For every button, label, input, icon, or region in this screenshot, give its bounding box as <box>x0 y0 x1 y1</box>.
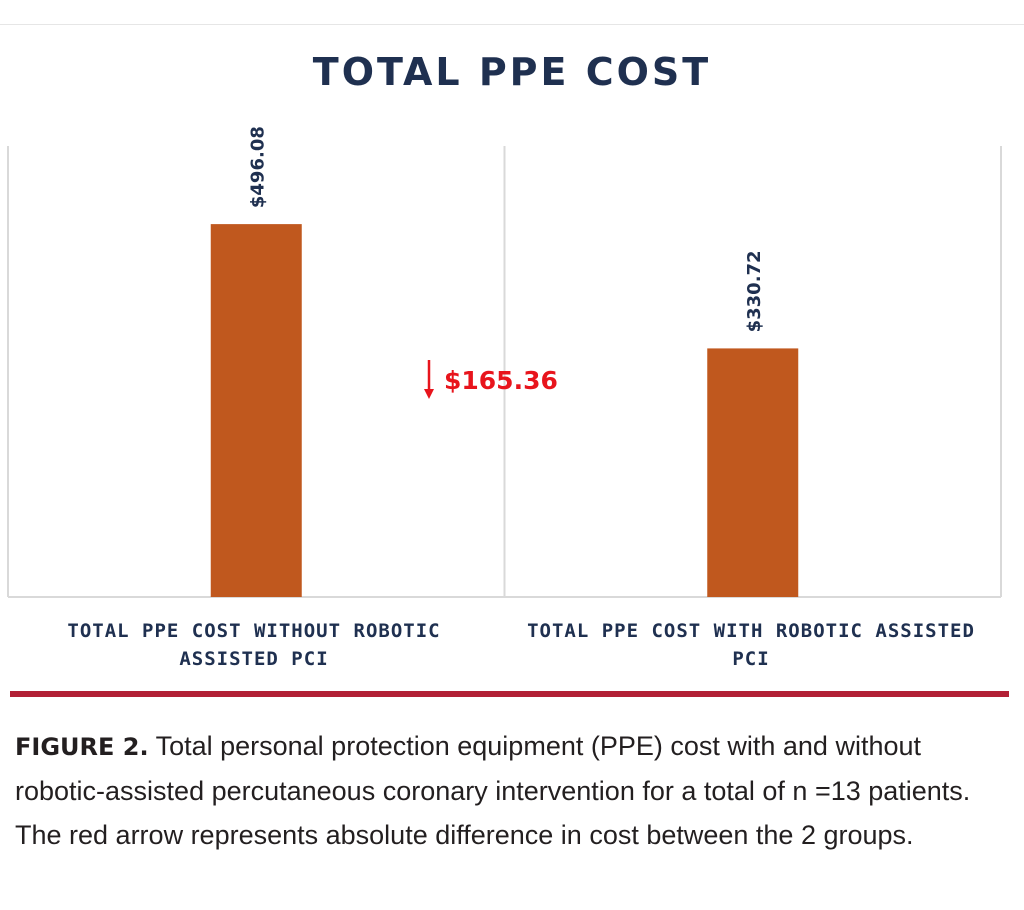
down-arrow-icon <box>424 360 434 399</box>
caption-lead: FIGURE 2. <box>15 733 149 761</box>
figure-caption: FIGURE 2. Total personal protection equi… <box>15 724 1015 857</box>
x-tick-label-with-robotic: TOTAL PPE COST WITH ROBOTIC ASSISTED PCI <box>527 620 975 670</box>
top-divider <box>0 24 1024 25</box>
bar-chart: $496.08 $330.72 <box>7 126 1002 598</box>
chart-title: TOTAL PPE COST <box>312 50 712 94</box>
caption-text: Total personal protection equipment (PPE… <box>15 731 971 850</box>
bar-2 <box>707 348 799 597</box>
data-label-2: $330.72 <box>744 250 765 332</box>
x-tick-label-without-robotic: TOTAL PPE COST WITHOUT ROBOTIC ASSISTED … <box>67 620 441 670</box>
bar-1 <box>210 224 302 597</box>
difference-annotation: $165.36 <box>444 366 558 395</box>
data-label-1: $496.08 <box>247 126 268 208</box>
caption-divider <box>10 691 1009 697</box>
